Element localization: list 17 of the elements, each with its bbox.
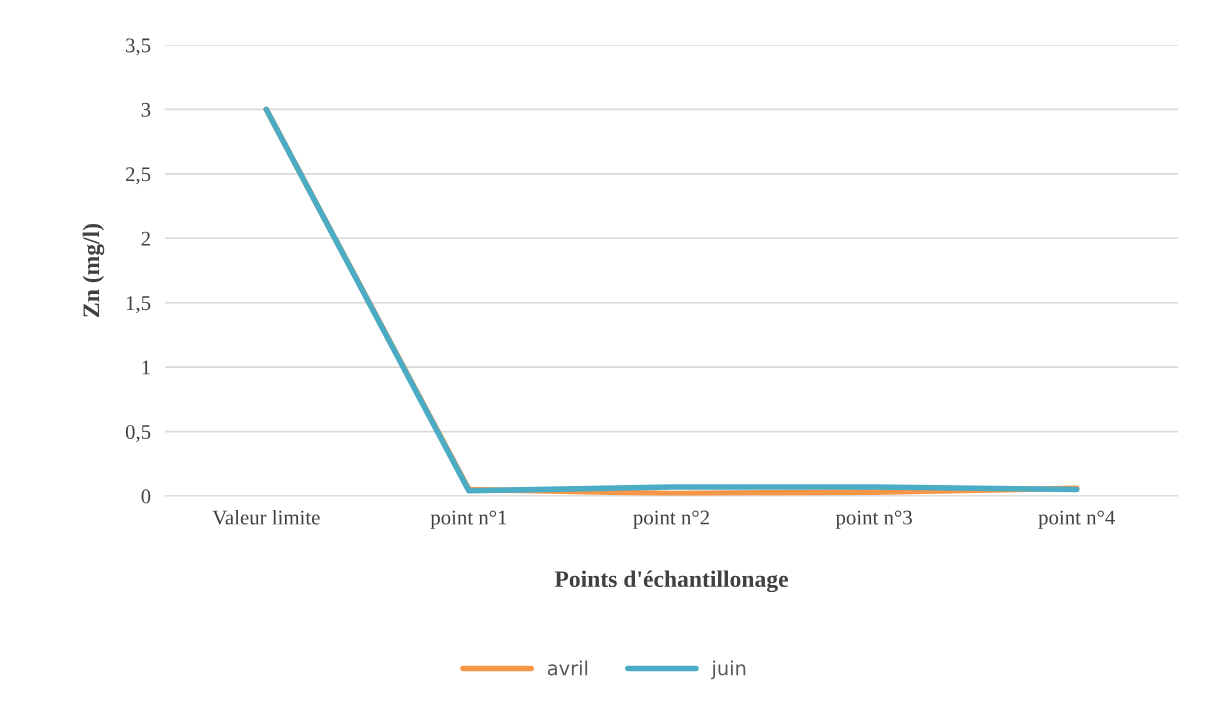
x-tick-label: point n°3	[835, 510, 912, 529]
x-tick-label: point n°4	[1038, 510, 1115, 529]
y-tick-label: 2	[141, 231, 150, 246]
x-tick-label: point n°2	[633, 510, 709, 529]
legend-label: avril	[547, 660, 588, 676]
x-tick-label: Valeur limite	[212, 509, 320, 525]
x-tick-label: point n°1	[430, 510, 507, 529]
y-tick-label: 1,5	[126, 296, 151, 314]
y-tick-label: 2,5	[125, 167, 151, 185]
y-tick-label: 3	[141, 102, 151, 117]
y-tick-label: 0	[141, 489, 151, 504]
y-tick-label: 0,5	[125, 424, 151, 442]
legend-label: juin	[711, 660, 746, 680]
y-tick-label: 1	[142, 360, 150, 375]
x-axis-title: Points d'échantillonage	[554, 570, 788, 593]
y-tick-label: 3,5	[126, 38, 151, 56]
y-axis-title: Zn (mg/l)	[82, 223, 105, 317]
